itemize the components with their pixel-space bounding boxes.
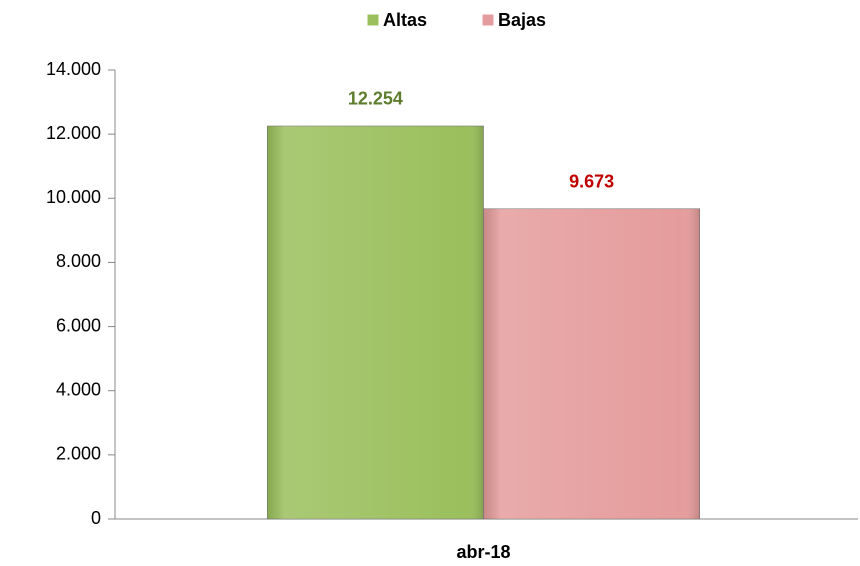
y-tick-label: 8.000 bbox=[56, 251, 101, 271]
data-label: 12.254 bbox=[348, 89, 403, 109]
y-tick-label: 0 bbox=[91, 508, 101, 528]
y-tick-label: 14.000 bbox=[46, 59, 101, 79]
x-tick-label: abr-18 bbox=[456, 542, 510, 562]
legend-label: Altas bbox=[383, 10, 427, 30]
legend-label: Bajas bbox=[498, 10, 546, 30]
legend-swatch bbox=[366, 13, 380, 27]
y-tick-label: 6.000 bbox=[56, 315, 101, 335]
legend-swatch bbox=[481, 13, 495, 27]
y-tick-label: 4.000 bbox=[56, 379, 101, 399]
data-label: 9.673 bbox=[569, 172, 614, 192]
y-tick-label: 10.000 bbox=[46, 187, 101, 207]
bar-shade bbox=[267, 125, 484, 520]
y-tick-label: 12.000 bbox=[46, 123, 101, 143]
bar-shade bbox=[483, 208, 700, 519]
y-tick-label: 2.000 bbox=[56, 444, 101, 464]
